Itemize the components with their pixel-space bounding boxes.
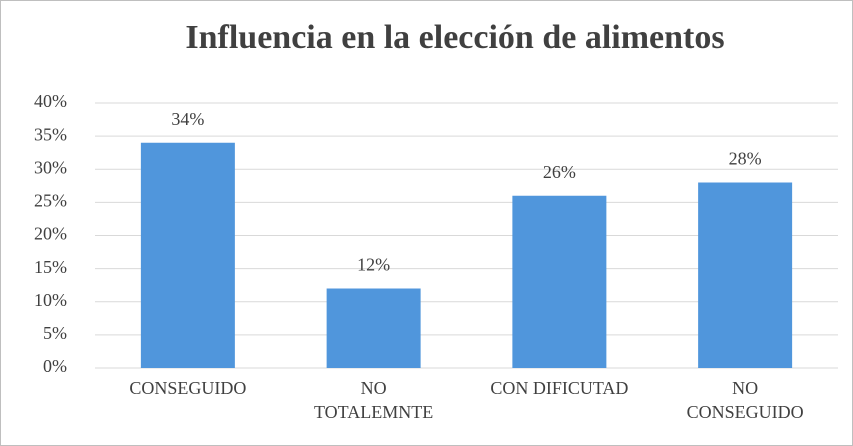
bar — [140, 142, 235, 368]
x-tick-label: NO TOTALEMNTE — [314, 378, 434, 422]
bar — [512, 195, 607, 368]
data-label: 34% — [171, 109, 204, 129]
bar — [326, 288, 421, 368]
y-tick-label: 15% — [34, 257, 67, 277]
y-tick-label: 35% — [34, 124, 67, 144]
y-tick-label: 25% — [34, 191, 67, 211]
y-tick-label: 10% — [34, 290, 67, 310]
y-tick-label: 20% — [34, 224, 67, 244]
chart-title: Influencia en la elección de alimentos — [185, 19, 724, 56]
y-tick-label: 30% — [34, 157, 67, 177]
x-tick-label: NO CONSEGUIDO — [686, 378, 804, 422]
data-label: 28% — [729, 149, 762, 169]
x-tick-label: CON DIFICUTAD — [490, 378, 629, 398]
data-label: 12% — [357, 255, 390, 275]
y-tick-label: 40% — [34, 91, 67, 111]
x-tick-label: CONSEGUIDO — [129, 378, 247, 398]
data-label: 26% — [543, 162, 576, 182]
y-tick-label: 0% — [43, 356, 67, 376]
y-tick-label: 5% — [43, 323, 67, 343]
bar — [698, 182, 793, 368]
